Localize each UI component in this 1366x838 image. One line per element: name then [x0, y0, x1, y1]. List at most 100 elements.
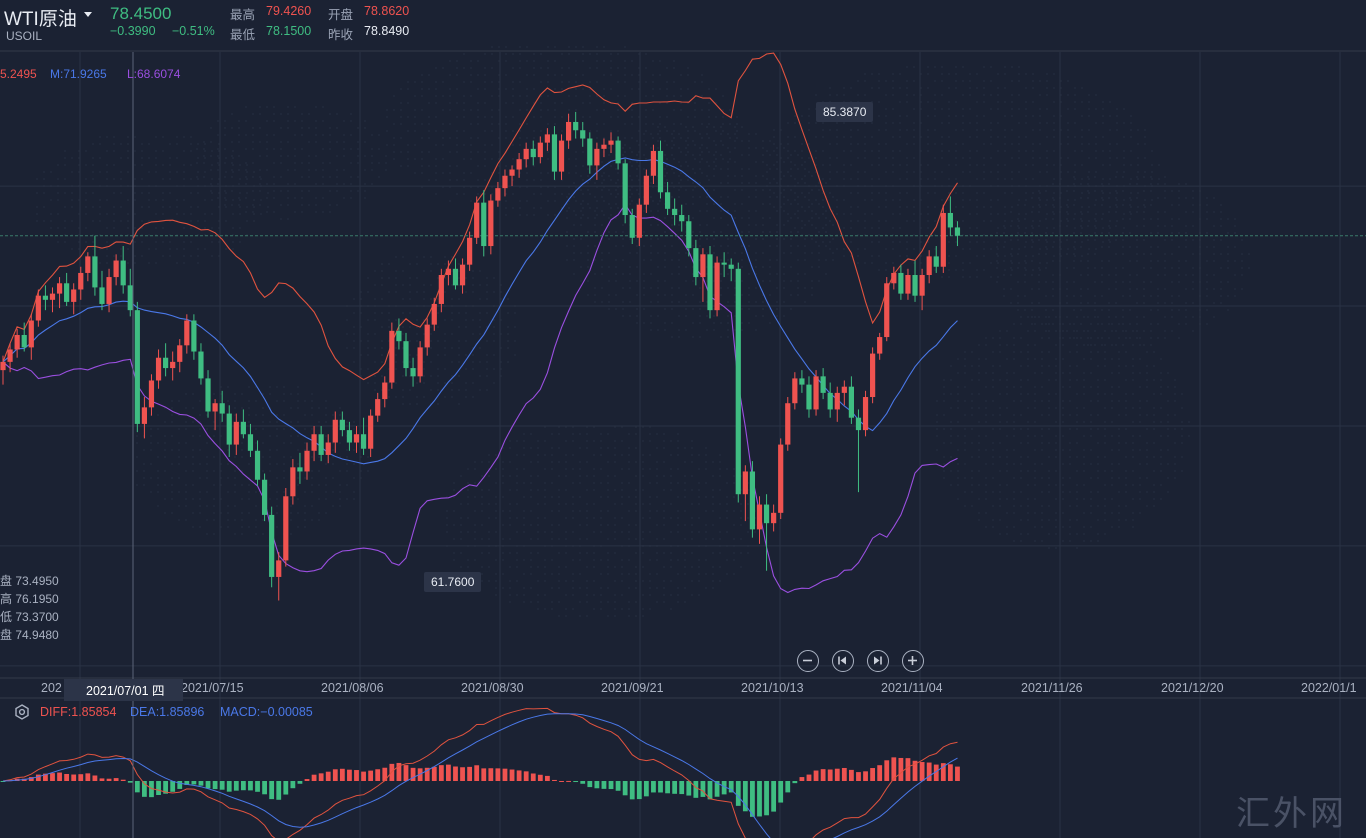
map-dot	[585, 551, 589, 555]
map-dot	[1101, 100, 1105, 104]
map-dot	[543, 565, 547, 569]
map-dot	[796, 286, 800, 290]
map-dot	[1012, 525, 1016, 529]
map-dot	[574, 171, 578, 175]
map-dot	[300, 147, 304, 151]
map-dot	[935, 413, 939, 417]
map-dot	[1051, 280, 1055, 284]
map-dot	[335, 203, 339, 207]
map-dot	[195, 161, 199, 165]
map-dot	[585, 509, 589, 513]
map-dot	[1033, 483, 1037, 487]
map-dot	[679, 136, 683, 140]
map-dot	[676, 558, 680, 562]
map-dot	[733, 209, 737, 213]
map-dot	[754, 174, 758, 178]
map-dot	[560, 129, 564, 133]
map-dot	[478, 269, 482, 273]
map-dot	[452, 509, 456, 513]
map-dot	[429, 388, 433, 392]
map-dot	[1177, 280, 1181, 284]
map-dot	[656, 286, 660, 290]
map-dot	[205, 469, 209, 473]
map-dot	[621, 244, 625, 248]
map-dot	[581, 164, 585, 168]
map-dot	[607, 216, 611, 220]
map-dot	[579, 209, 583, 213]
map-dot	[641, 460, 645, 464]
map-dot	[1135, 322, 1139, 326]
map-dot	[529, 551, 533, 555]
map-dot	[719, 209, 723, 213]
map-dot	[1135, 329, 1139, 333]
map-dot	[705, 188, 709, 192]
map-dot	[975, 240, 979, 244]
map-dot	[656, 223, 660, 227]
map-dot	[529, 586, 533, 590]
map-dot	[628, 188, 632, 192]
map-dot	[954, 142, 958, 146]
map-dot	[1136, 163, 1140, 167]
map-dot	[177, 476, 181, 480]
map-dot	[669, 551, 673, 555]
map-dot	[711, 523, 715, 527]
map-dot	[452, 488, 456, 492]
map-dot	[982, 163, 986, 167]
map-dot	[1040, 413, 1044, 417]
map-dot	[377, 161, 381, 165]
map-dot	[1061, 322, 1065, 326]
map-dot	[511, 192, 515, 196]
map-dot	[494, 509, 498, 513]
map-dot	[205, 476, 209, 480]
map-dot	[286, 196, 290, 200]
map-dot	[356, 154, 360, 158]
map-dot	[623, 66, 627, 70]
map-dot	[1108, 191, 1112, 195]
map-dot	[740, 202, 744, 206]
map-dot	[279, 203, 283, 207]
map-dot	[735, 115, 739, 119]
map-dot	[581, 45, 585, 49]
map-dot	[634, 474, 638, 478]
map-dot	[560, 115, 564, 119]
map-dot	[1052, 240, 1056, 244]
map-dot	[704, 446, 708, 450]
map-dot	[677, 174, 681, 178]
map-dot	[585, 579, 589, 583]
map-dot	[529, 558, 533, 562]
map-dot	[1045, 121, 1049, 125]
map-dot	[803, 209, 807, 213]
map-dot	[1068, 371, 1072, 375]
map-dot	[518, 94, 522, 98]
map-dot	[539, 115, 543, 119]
map-dot	[602, 108, 606, 112]
map-dot	[984, 525, 988, 529]
map-dot	[1101, 121, 1105, 125]
map-dot	[970, 392, 974, 396]
map-dot	[1054, 378, 1058, 382]
map-dot	[991, 350, 995, 354]
map-dot	[394, 367, 398, 371]
map-dot	[445, 530, 449, 534]
map-dot	[698, 230, 702, 234]
map-dot	[1100, 266, 1104, 270]
map-dot	[733, 174, 737, 178]
map-dot	[1170, 224, 1174, 228]
map-dot	[690, 551, 694, 555]
map-dot	[793, 149, 797, 153]
map-dot	[670, 139, 674, 143]
map-dot	[394, 395, 398, 399]
map-dot	[1037, 315, 1041, 319]
map-dot	[1131, 434, 1135, 438]
map-dot	[1002, 287, 1006, 291]
map-dot	[196, 261, 200, 265]
map-dot	[480, 572, 484, 576]
map-dot	[1117, 518, 1121, 522]
map-dot	[233, 455, 237, 459]
map-dot	[982, 100, 986, 104]
map-dot	[198, 427, 202, 431]
map-dot	[1156, 182, 1160, 186]
map-dot	[1170, 301, 1174, 305]
map-dot	[272, 105, 276, 109]
